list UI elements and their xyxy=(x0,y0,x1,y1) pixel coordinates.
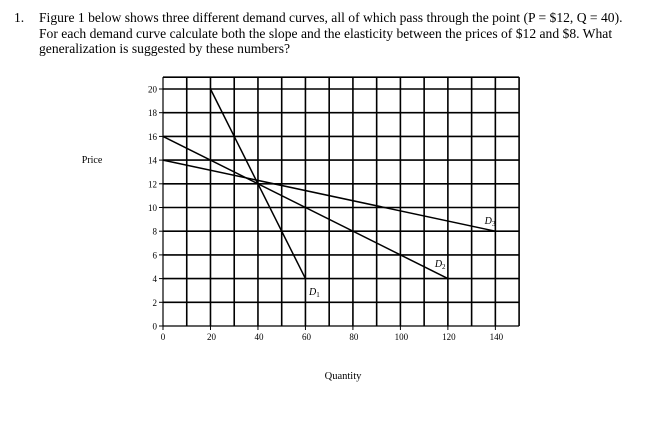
chart-ticks: 0 2 4 6 8 10 12 14 16 18 20 0 20 40 60 80 100 120 140 xyxy=(148,85,504,343)
x-tick-label: 80 xyxy=(349,332,359,342)
x-tick-label: 20 xyxy=(207,332,217,342)
y-axis-label: Price xyxy=(82,155,103,166)
y-tick-label: 12 xyxy=(148,179,157,189)
y-tick-label: 8 xyxy=(153,227,158,237)
y-tick-label: 10 xyxy=(148,203,158,213)
x-tick-label: 100 xyxy=(395,332,409,342)
x-tick-label: 60 xyxy=(302,332,312,342)
x-tick-label: 0 xyxy=(161,332,166,342)
y-tick-label: 6 xyxy=(153,250,158,260)
demand-curve-d2 xyxy=(162,135,449,280)
question-number: 1. xyxy=(14,10,25,25)
chart-grid xyxy=(162,76,520,327)
y-tick-label: 16 xyxy=(148,132,158,142)
y-tick-label: 20 xyxy=(148,85,158,95)
chart-series xyxy=(162,88,496,280)
series-label-d1: D1 xyxy=(308,287,320,299)
y-tick-label: 14 xyxy=(148,156,158,166)
demand-curve-d3 xyxy=(162,159,496,232)
x-axis-label: Quantity xyxy=(325,371,362,382)
chart-labels: D1 D2 D3 Price Quantity xyxy=(82,155,496,382)
series-label-d3: D3 xyxy=(484,216,496,228)
y-tick-label: 18 xyxy=(148,108,158,118)
x-tick-label: 120 xyxy=(442,332,456,342)
series-label-d2: D2 xyxy=(434,259,446,271)
y-tick-label: 4 xyxy=(153,274,158,284)
y-tick-label: 2 xyxy=(153,298,158,308)
y-tick-label: 0 xyxy=(153,322,158,332)
x-tick-label: 140 xyxy=(490,332,504,342)
question-text: Figure 1 below shows three different dem… xyxy=(39,10,623,56)
x-tick-label: 40 xyxy=(254,332,264,342)
